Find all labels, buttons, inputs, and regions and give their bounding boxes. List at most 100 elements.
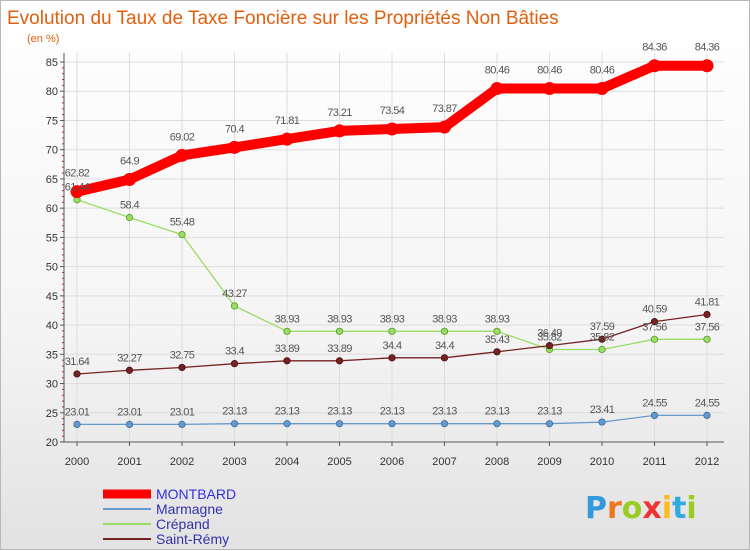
data-label: 43.27 — [222, 288, 247, 300]
x-tick-label: 2010 — [590, 456, 614, 468]
point-series-1 — [388, 420, 396, 428]
data-label: 32.27 — [117, 352, 142, 364]
point-series-3 — [73, 370, 81, 378]
point-montbard — [595, 82, 609, 96]
data-label: 71.81 — [275, 115, 300, 127]
data-label: 33.89 — [275, 343, 300, 355]
point-series-2 — [125, 213, 134, 222]
x-tick-label: 2001 — [117, 456, 141, 468]
y-tick-label: 40 — [46, 320, 58, 332]
point-series-1 — [545, 420, 554, 428]
point-series-2 — [493, 327, 501, 335]
data-label: 35.82 — [590, 332, 615, 344]
data-label: 64.9 — [120, 156, 139, 168]
point-montbard — [385, 122, 399, 136]
data-label: 84.36 — [695, 42, 720, 54]
x-tick-label: 2006 — [380, 456, 404, 468]
data-label: 23.13 — [537, 406, 562, 418]
point-series-3 — [703, 310, 711, 319]
x-tick-label: 2004 — [275, 456, 299, 468]
point-series-1 — [650, 411, 659, 419]
x-tick-label: 2012 — [695, 456, 719, 468]
point-montbard — [700, 59, 714, 73]
data-label: 34.4 — [435, 340, 454, 352]
point-series-3 — [440, 354, 449, 362]
point-series-2 — [230, 302, 239, 310]
point-series-2 — [283, 327, 291, 335]
data-label: 58.4 — [120, 200, 139, 212]
x-tick-labels: 2000 2001 2002 2003 2004 2005 2006 2007 2008 2009… — [65, 456, 719, 468]
y-tick-label: 25 — [46, 408, 58, 420]
y-tick-label: 85 — [46, 57, 58, 69]
data-label: 33.4 — [225, 346, 244, 358]
series-points — [70, 59, 714, 429]
data-label: 38.93 — [432, 313, 457, 325]
data-label: 34.4 — [382, 340, 401, 352]
point-series-1 — [178, 420, 186, 429]
data-label: 23.13 — [432, 406, 457, 418]
data-label: 70.4 — [225, 123, 244, 135]
point-montbard — [228, 140, 241, 154]
point-series-1 — [335, 420, 344, 428]
point-series-3 — [545, 341, 554, 350]
x-tick-label: 2002 — [170, 456, 194, 468]
data-label: 33.89 — [327, 343, 352, 355]
data-label: 73.54 — [380, 105, 405, 117]
data-label: 23.41 — [590, 404, 615, 416]
data-label: 23.13 — [222, 406, 247, 418]
point-series-2 — [650, 335, 659, 343]
data-label: 80.46 — [485, 65, 510, 77]
data-label: 23.13 — [275, 406, 300, 418]
point-series-2 — [703, 335, 711, 343]
y-tick-label: 30 — [46, 379, 58, 391]
x-tick-label: 2000 — [65, 456, 89, 468]
legend-label: Saint-Rémy — [156, 531, 229, 547]
point-montbard — [70, 185, 84, 199]
point-montbard — [333, 124, 346, 138]
point-series-3 — [335, 357, 344, 365]
data-label: 23.13 — [380, 406, 405, 418]
point-series-2 — [598, 345, 606, 354]
data-label: 24.55 — [695, 397, 720, 409]
y-tick-label: 65 — [46, 174, 58, 186]
point-montbard — [543, 82, 556, 96]
data-label: 23.13 — [485, 406, 510, 418]
point-montbard — [175, 148, 189, 162]
point-montbard — [280, 132, 294, 146]
point-series-1 — [598, 418, 606, 426]
data-label: 37.59 — [590, 321, 615, 333]
point-series-2 — [178, 230, 186, 239]
x-tick-label: 2003 — [222, 456, 246, 468]
point-series-3 — [178, 363, 186, 372]
point-series-1 — [125, 420, 134, 429]
point-series-3 — [598, 335, 606, 343]
grid — [64, 53, 724, 443]
data-label: 24.55 — [642, 397, 667, 409]
data-label: 38.93 — [380, 313, 405, 325]
data-label: 38.93 — [275, 313, 300, 325]
point-series-2 — [335, 327, 344, 335]
data-label: 36.49 — [537, 328, 562, 340]
point-series-2 — [388, 327, 396, 335]
y-tick-label: 55 — [46, 232, 58, 244]
point-series-3 — [493, 348, 501, 356]
x-tick-label: 2011 — [643, 456, 667, 468]
y-tick-label: 60 — [46, 203, 58, 215]
y-tick-label: 80 — [46, 86, 58, 98]
y-tick-label: 50 — [46, 262, 58, 274]
data-label: 73.87 — [432, 103, 457, 115]
data-label: 23.01 — [65, 406, 90, 418]
data-label: 37.56 — [695, 321, 720, 333]
data-label: 23.01 — [117, 406, 142, 418]
x-tick-label: 2009 — [537, 456, 561, 468]
y-tick-label: 70 — [46, 145, 58, 157]
data-label: 62.82 — [65, 168, 90, 180]
data-label: 23.01 — [170, 406, 195, 418]
data-label: 35.82 — [537, 332, 562, 344]
y-axis-unit: (en %) — [27, 33, 59, 45]
data-label: 80.46 — [537, 65, 562, 77]
y-tick-label: 20 — [46, 437, 58, 449]
